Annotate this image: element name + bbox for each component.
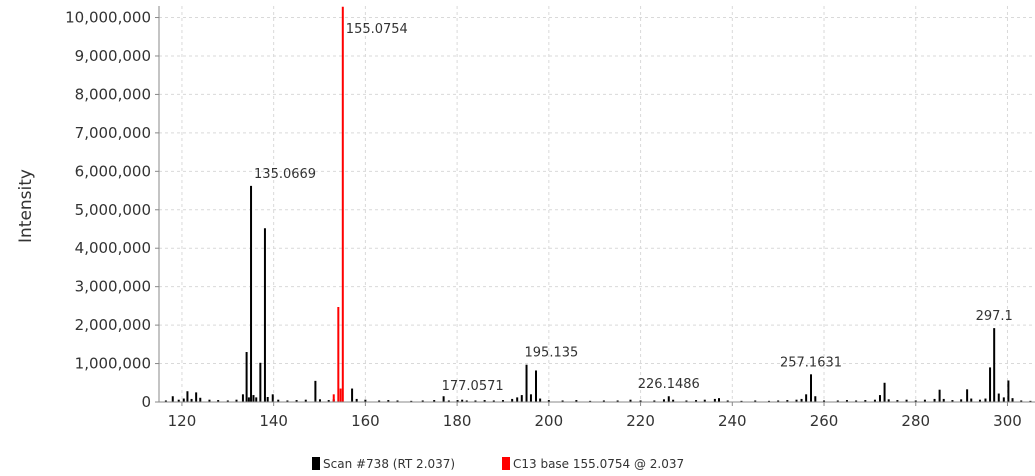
- x-tick-label: 240: [718, 412, 747, 430]
- y-tick-label: 7,000,000: [75, 124, 151, 142]
- spectrum-bars: [164, 6, 1032, 402]
- y-tick-label: 8,000,000: [75, 85, 151, 103]
- legend-label-c13: C13 base 155.0754 @ 2.037: [513, 457, 684, 471]
- y-axis-title: Intensity: [16, 169, 36, 243]
- x-tick-label: 300: [993, 412, 1022, 430]
- y-tick-label: 9,000,000: [75, 47, 151, 65]
- x-tick-label: 120: [168, 412, 197, 430]
- y-tick-label: 5,000,000: [75, 201, 151, 219]
- y-tick-label: 0: [141, 393, 151, 411]
- x-tick-label: 220: [626, 412, 655, 430]
- x-tick-label: 180: [443, 412, 472, 430]
- y-tick-label: 10,000,000: [65, 9, 151, 27]
- peak-label: 177.0571: [442, 379, 504, 394]
- y-axis-ticks: 0 1,000,000 2,000,000 3,000,000 4,000,000 5,0…: [65, 9, 159, 411]
- peak-label: 155.0754: [346, 22, 408, 37]
- x-tick-label: 140: [259, 412, 288, 430]
- x-tick-label: 200: [535, 412, 564, 430]
- peak-label: 297.1: [976, 309, 1013, 324]
- grid-lines: [159, 6, 1035, 402]
- x-axis-ticks: 120 140 160 180 200 220 240 260 280 300: [168, 402, 1022, 430]
- peak-label: 135.0669: [254, 167, 316, 182]
- peak-label: 226.1486: [638, 377, 700, 392]
- legend-label-scan: Scan #738 (RT 2.037): [323, 457, 455, 471]
- y-tick-label: 4,000,000: [75, 239, 151, 257]
- legend: Scan #738 (RT 2.037) C13 base 155.0754 @…: [312, 457, 684, 471]
- peak-label: 257.1631: [780, 355, 842, 370]
- x-tick-label: 260: [810, 412, 839, 430]
- x-tick-label: 280: [901, 412, 930, 430]
- y-tick-label: 3,000,000: [75, 278, 151, 296]
- y-tick-label: 1,000,000: [75, 355, 151, 373]
- legend-swatch-c13: [502, 457, 510, 470]
- axes: [158, 6, 1035, 403]
- x-tick-label: 160: [351, 412, 380, 430]
- peak-label: 195.135: [525, 346, 579, 361]
- legend-swatch-scan: [312, 457, 320, 470]
- peak-labels: 155.0754 135.0669 195.135 177.0571 226.1486 2…: [254, 22, 1013, 394]
- y-tick-label: 6,000,000: [75, 162, 151, 180]
- y-tick-label: 2,000,000: [75, 316, 151, 334]
